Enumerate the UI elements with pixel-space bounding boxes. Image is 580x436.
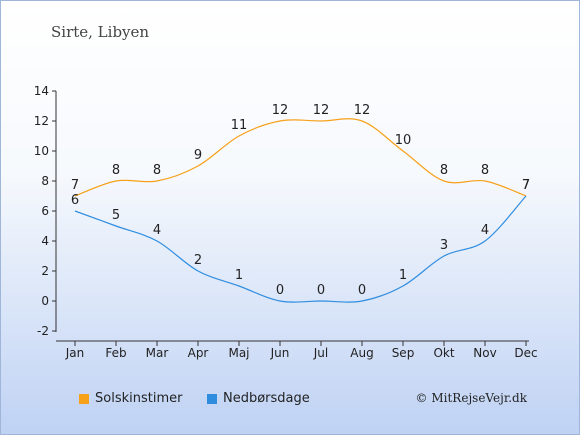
data-label: 9 bbox=[194, 148, 202, 163]
data-label: 6 bbox=[71, 193, 79, 208]
legend-swatch-sun bbox=[79, 393, 89, 404]
x-tick-label: Aug bbox=[350, 346, 373, 360]
data-label: 4 bbox=[153, 223, 161, 238]
y-tick-label: 0 bbox=[41, 294, 49, 308]
series-line-0 bbox=[74, 118, 527, 197]
x-tick-label: Jul bbox=[313, 346, 328, 360]
x-tick-label: Dec bbox=[514, 346, 537, 360]
data-label: 0 bbox=[276, 283, 284, 298]
y-tick-label: 14 bbox=[34, 84, 49, 98]
data-label: 12 bbox=[313, 103, 330, 118]
data-label: 8 bbox=[440, 163, 448, 178]
y-tick-label: 12 bbox=[34, 114, 49, 128]
x-tick-label: Sep bbox=[392, 346, 415, 360]
x-tick-label: Okt bbox=[433, 346, 454, 360]
y-tick-label: -2 bbox=[37, 324, 49, 338]
data-label: 0 bbox=[358, 283, 366, 298]
legend-swatch-rain bbox=[207, 393, 217, 404]
x-tick-label: Feb bbox=[105, 346, 126, 360]
x-tick-label: Nov bbox=[473, 346, 496, 360]
x-tick-label: Apr bbox=[188, 346, 209, 360]
chart-lines bbox=[74, 118, 527, 303]
data-label: 0 bbox=[317, 283, 325, 298]
legend-label-rain: Nedbørsdage bbox=[223, 391, 310, 406]
data-label: 2 bbox=[194, 253, 202, 268]
legend-item-sun: Solskinstimer bbox=[79, 391, 182, 406]
y-tick-label: 8 bbox=[41, 174, 49, 188]
chart-title: Sirte, Libyen bbox=[51, 23, 150, 41]
legend-label-sun: Solskinstimer bbox=[95, 391, 183, 406]
legend-item-rain: Nedbørsdage bbox=[207, 391, 310, 406]
data-label: 7 bbox=[522, 178, 530, 193]
x-tick-label: Jan bbox=[65, 346, 85, 360]
data-label: 4 bbox=[481, 223, 489, 238]
data-label: 8 bbox=[481, 163, 489, 178]
data-label: 7 bbox=[71, 178, 79, 193]
y-tick-label: 4 bbox=[41, 234, 49, 248]
data-label: 11 bbox=[231, 118, 248, 133]
data-label: 10 bbox=[395, 133, 412, 148]
y-tick-label: 10 bbox=[34, 144, 49, 158]
y-tick-label: 2 bbox=[41, 264, 49, 278]
data-label: 1 bbox=[235, 268, 243, 283]
data-label: 3 bbox=[440, 238, 448, 253]
data-label: 8 bbox=[112, 163, 120, 178]
series-line-1 bbox=[74, 195, 527, 303]
data-label: 8 bbox=[153, 163, 161, 178]
x-tick-label: Maj bbox=[228, 346, 249, 360]
data-label: 12 bbox=[354, 103, 371, 118]
x-tick-label: Jun bbox=[270, 346, 290, 360]
copyright-text: © MitRejseVejr.dk bbox=[415, 391, 527, 405]
data-label: 12 bbox=[272, 103, 289, 118]
data-label: 1 bbox=[399, 268, 407, 283]
data-label: 5 bbox=[112, 208, 120, 223]
x-tick-label: Mar bbox=[146, 346, 169, 360]
data-label: 7 bbox=[522, 178, 530, 193]
y-tick-label: 6 bbox=[41, 204, 49, 218]
